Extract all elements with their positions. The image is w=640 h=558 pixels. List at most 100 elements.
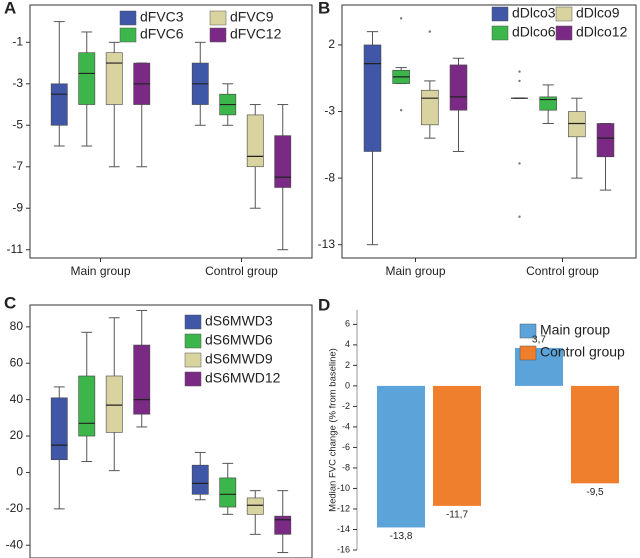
legend-label: Main group [540,322,610,338]
legend-label: dS6MWD3 [205,313,273,329]
panel-label: A [4,0,16,17]
y-tick-label: 2 [345,360,350,370]
legend-swatch [184,352,202,368]
y-tick-label: -12 [337,503,350,513]
legend-swatch [209,27,227,43]
box [50,83,68,126]
value-label: -13,8 [390,531,413,542]
box [568,111,586,138]
box [596,123,615,158]
legend-label: dFVC12 [230,26,282,42]
panel-label: C [4,293,16,312]
y-tick-label: 0 [345,380,350,390]
box [363,44,382,152]
x-tick-label: Main group [385,264,445,278]
legend-swatch [519,345,537,361]
box [539,96,557,111]
box [219,477,237,508]
y-tick-label: 2 [328,37,335,51]
legend-swatch [491,6,509,22]
y-tick-label: -10 [337,483,350,493]
outlier [518,79,521,83]
bar [571,385,619,484]
legend-label: dS6MWD9 [205,351,273,367]
x-tick-label: Control group [526,264,599,278]
box [274,515,292,535]
legend-label: dDlco9 [576,5,620,21]
y-tick-label: -1 [12,34,23,48]
value-label: 3,7 [532,335,546,346]
legend-swatch [119,27,137,43]
box [246,497,264,515]
plot-frame [29,304,313,558]
box [78,52,96,105]
y-tick-label: -7 [12,159,23,173]
y-tick-label: 4 [345,339,350,349]
y-tick-label: -16 [337,544,350,554]
y-tick-label: -5 [12,117,23,131]
outlier [428,30,432,33]
y-tick-label: 80 [10,319,24,333]
legend-label: dS6MWD6 [205,332,273,348]
legend-swatch [119,10,137,26]
legend-label: dFVC9 [230,9,274,25]
box [50,397,68,461]
legend-label: dDlco6 [512,24,556,40]
legend-swatch [555,25,573,41]
outlier [399,108,403,112]
y-tick-label: 60 [10,355,24,369]
y-tick-label: 0 [16,465,23,479]
outlier [518,215,521,218]
y-tick-label: -40 [6,537,24,551]
value-label: -9,5 [586,487,604,498]
x-tick-label: Control group [205,264,278,278]
y-tick-label: -20 [6,501,24,515]
box [105,52,123,105]
value-label: -11,7 [446,510,468,521]
legend-swatch [555,6,573,22]
panel-label: B [318,0,330,17]
box [246,114,264,168]
legend-swatch [184,333,202,349]
box [421,89,439,126]
y-tick-label: -2 [342,401,350,411]
legend-label: Control group [540,344,625,360]
outlier [518,70,521,73]
legend-label: dDlco12 [576,24,628,40]
legend-label: dFVC3 [140,9,184,25]
plot-frame [341,4,637,259]
legend-label: dDlco3 [512,5,556,21]
plot-frame [29,4,313,259]
y-tick-label: 6 [345,319,350,329]
y-tick-label: -4 [342,421,350,431]
outlier [518,162,521,165]
y-tick-label: -14 [337,524,350,534]
y-tick-label: -6 [342,442,350,452]
panel-label: D [318,295,330,314]
legend-swatch [184,314,202,330]
bar [377,385,425,528]
legend-label: dFVC6 [140,26,184,42]
y-tick-label: 20 [10,428,24,442]
y-tick-label: -9 [12,200,23,214]
legend-swatch [209,10,227,26]
y-tick-label: -11 [7,242,24,256]
legend-label: dS6MWD12 [205,370,281,386]
y-tick-label: -8 [324,170,335,184]
y-tick-label: -8 [342,462,350,472]
legend-swatch [184,371,202,387]
legend-swatch [491,25,509,41]
y-tick-label: 40 [10,392,24,406]
y-tick-label: -3 [324,104,335,118]
box [274,135,292,188]
y-tick-label: -3 [12,76,23,90]
y-tick-label: -13 [318,237,336,251]
box [133,344,151,415]
box [191,464,209,495]
box [449,64,468,111]
legend-swatch [519,323,537,339]
outlier [399,17,403,20]
box [105,375,123,433]
y-axis-title: Median FVC change (% from baseline) [328,348,339,512]
